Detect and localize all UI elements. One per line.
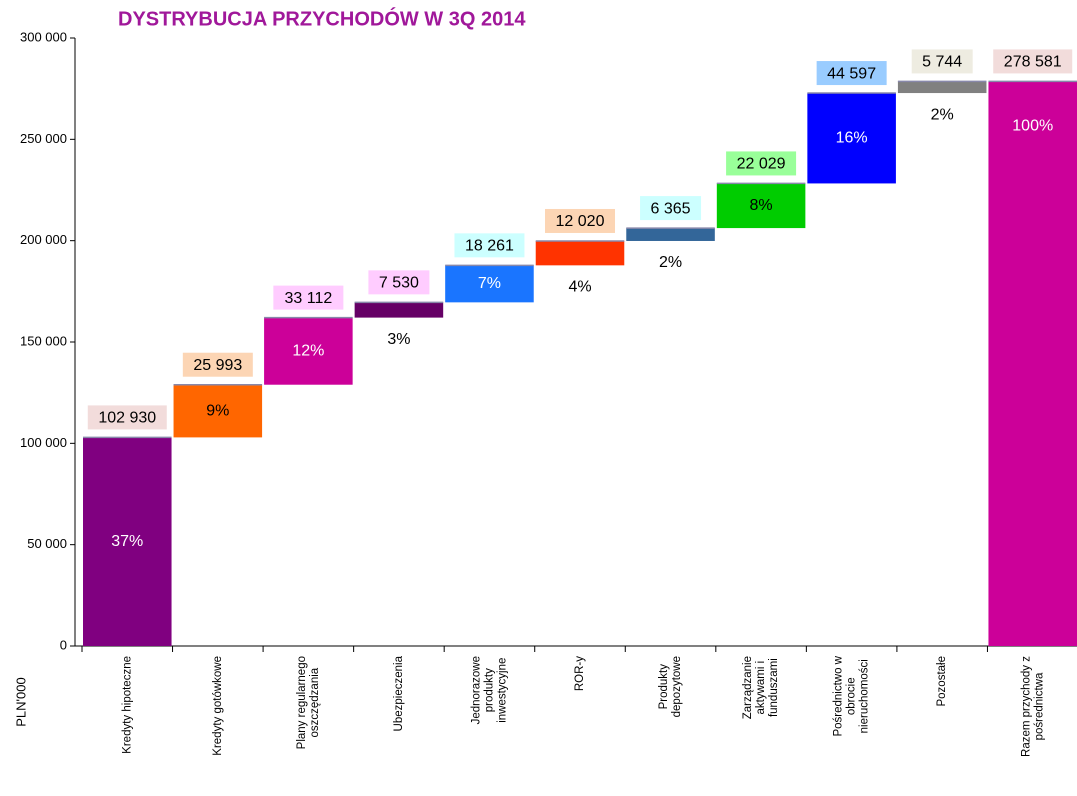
y-tick-label: 300 000 [20,29,67,44]
x-tick-label: Plany regularnego [296,656,308,749]
share-label: 2% [659,254,682,271]
value-label-box [182,352,253,377]
y-tick-label: 100 000 [20,435,67,450]
value-label: 7 530 [368,270,430,295]
value-label: 12 020 [545,208,615,233]
value-label-text: 5 744 [922,54,962,71]
bar [626,228,715,241]
value-label: 18 261 [454,233,525,258]
x-tick-label: Pośrednictwo w [833,655,845,736]
x-tick-label: aktywami i [755,661,767,715]
value-label-text: 102 930 [98,410,156,427]
value-label: 5 744 [911,49,973,74]
x-tick-label: Produkty [658,664,670,710]
value-label-box [273,285,344,310]
x-tick-label: Kredyty hipoteczne [121,656,133,754]
value-label: 25 993 [182,352,253,377]
share-label: 7% [478,275,501,292]
value-label-box [726,151,797,176]
value-label-box [911,49,973,74]
value-label-box [640,196,702,221]
value-label-text: 278 581 [1004,54,1062,71]
x-tick-label: pośrednictwa [1033,672,1045,740]
bar [173,384,263,438]
value-label-text: 44 597 [827,65,876,82]
bar [897,81,987,94]
value-label-text: 12 020 [556,213,605,230]
value-label-text: 7 530 [379,275,419,292]
value-label: 33 112 [273,285,344,310]
value-label-box [454,233,525,258]
share-label: 16% [836,129,868,146]
x-tick-label: Jednorazowe [470,656,482,724]
value-label-text: 6 365 [651,200,691,217]
bar [807,93,896,184]
x-tick-label: inwestycyjne [496,658,508,723]
x-tick-label: Pozostałe [936,656,948,707]
value-label: 44 597 [816,61,887,86]
value-label: 102 930 [87,405,167,430]
value-label-box [368,270,430,295]
value-label-text: 25 993 [193,357,242,374]
bar [83,437,172,646]
bar [535,240,625,266]
value-label-box [816,61,887,86]
share-label: 9% [206,402,229,419]
value-label: 22 029 [726,151,797,176]
value-label-text: 18 261 [465,238,514,255]
x-tick-label: oszczędzania [309,667,321,737]
value-label-text: 33 112 [284,290,332,307]
x-tick-label: produkty [483,668,495,712]
y-tick-label: 150 000 [20,333,67,348]
x-tick-label: Kredyty gotówkowe [212,656,224,756]
value-label-box [87,405,167,430]
share-label: 2% [931,106,954,123]
bar [354,302,444,318]
x-tick-label: depozytowe [671,656,683,717]
bar [988,81,1077,646]
y-tick-label: 200 000 [20,232,67,247]
x-tick-label: Razem przychody z [1020,656,1032,757]
value-label-box [993,49,1073,74]
x-tick-label: ROR-y [574,656,586,691]
y-tick-label: 50 000 [27,536,67,551]
x-tick-label: Zarządzanie [742,656,754,719]
bar [264,317,353,385]
bar [445,265,534,303]
value-label-box [545,208,615,233]
bar [716,183,806,229]
share-label: 3% [387,331,410,348]
share-label: 100% [1012,118,1053,135]
x-tick-label: obrocie [846,677,858,715]
x-tick-label: funduszami [768,658,780,717]
chart-title: DYSTRYBUCJA PRZYCHODÓW W 3Q 2014 [118,6,526,30]
x-tick-label: Ubezpieczenia [393,655,405,731]
y-axis-label: PLN'000 [13,677,28,726]
share-label: 37% [111,533,143,550]
share-label: 4% [568,279,591,296]
share-label: 8% [750,197,773,214]
y-tick-label: 0 [60,637,67,652]
value-label-text: 22 029 [737,156,786,173]
x-tick-label: nieruchomości [859,659,871,733]
value-label: 278 581 [993,49,1073,74]
share-label: 12% [292,342,324,359]
value-label: 6 365 [640,196,702,221]
y-tick-label: 250 000 [20,131,67,146]
